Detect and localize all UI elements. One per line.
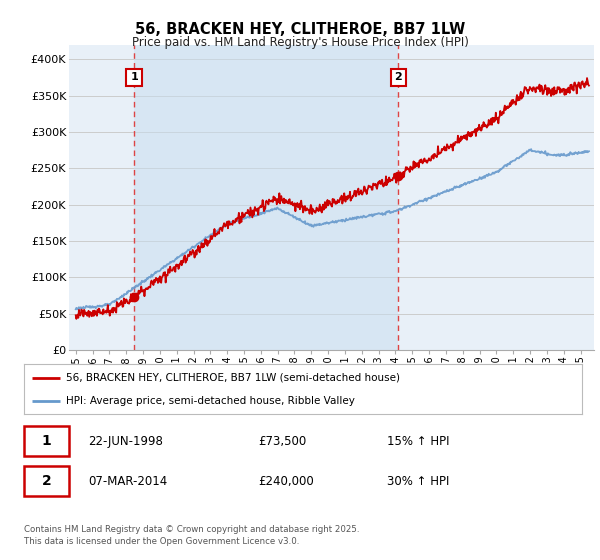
Text: HPI: Average price, semi-detached house, Ribble Valley: HPI: Average price, semi-detached house,… bbox=[66, 396, 355, 406]
Bar bbox=[134, 45, 398, 350]
FancyBboxPatch shape bbox=[24, 466, 68, 496]
Text: Contains HM Land Registry data © Crown copyright and database right 2025.
This d: Contains HM Land Registry data © Crown c… bbox=[24, 525, 359, 546]
Text: 56, BRACKEN HEY, CLITHEROE, BB7 1LW (semi-detached house): 56, BRACKEN HEY, CLITHEROE, BB7 1LW (sem… bbox=[66, 372, 400, 382]
Text: 1: 1 bbox=[41, 434, 51, 448]
Text: 2: 2 bbox=[41, 474, 51, 488]
Text: Price paid vs. HM Land Registry's House Price Index (HPI): Price paid vs. HM Land Registry's House … bbox=[131, 36, 469, 49]
Text: 22-JUN-1998: 22-JUN-1998 bbox=[88, 435, 163, 448]
Text: 1: 1 bbox=[130, 72, 138, 82]
Text: 56, BRACKEN HEY, CLITHEROE, BB7 1LW: 56, BRACKEN HEY, CLITHEROE, BB7 1LW bbox=[135, 22, 465, 38]
Text: 07-MAR-2014: 07-MAR-2014 bbox=[88, 475, 167, 488]
Text: 2: 2 bbox=[395, 72, 403, 82]
Text: £240,000: £240,000 bbox=[259, 475, 314, 488]
Text: 15% ↑ HPI: 15% ↑ HPI bbox=[387, 435, 449, 448]
Text: £73,500: £73,500 bbox=[259, 435, 307, 448]
Text: 30% ↑ HPI: 30% ↑ HPI bbox=[387, 475, 449, 488]
FancyBboxPatch shape bbox=[24, 426, 68, 456]
